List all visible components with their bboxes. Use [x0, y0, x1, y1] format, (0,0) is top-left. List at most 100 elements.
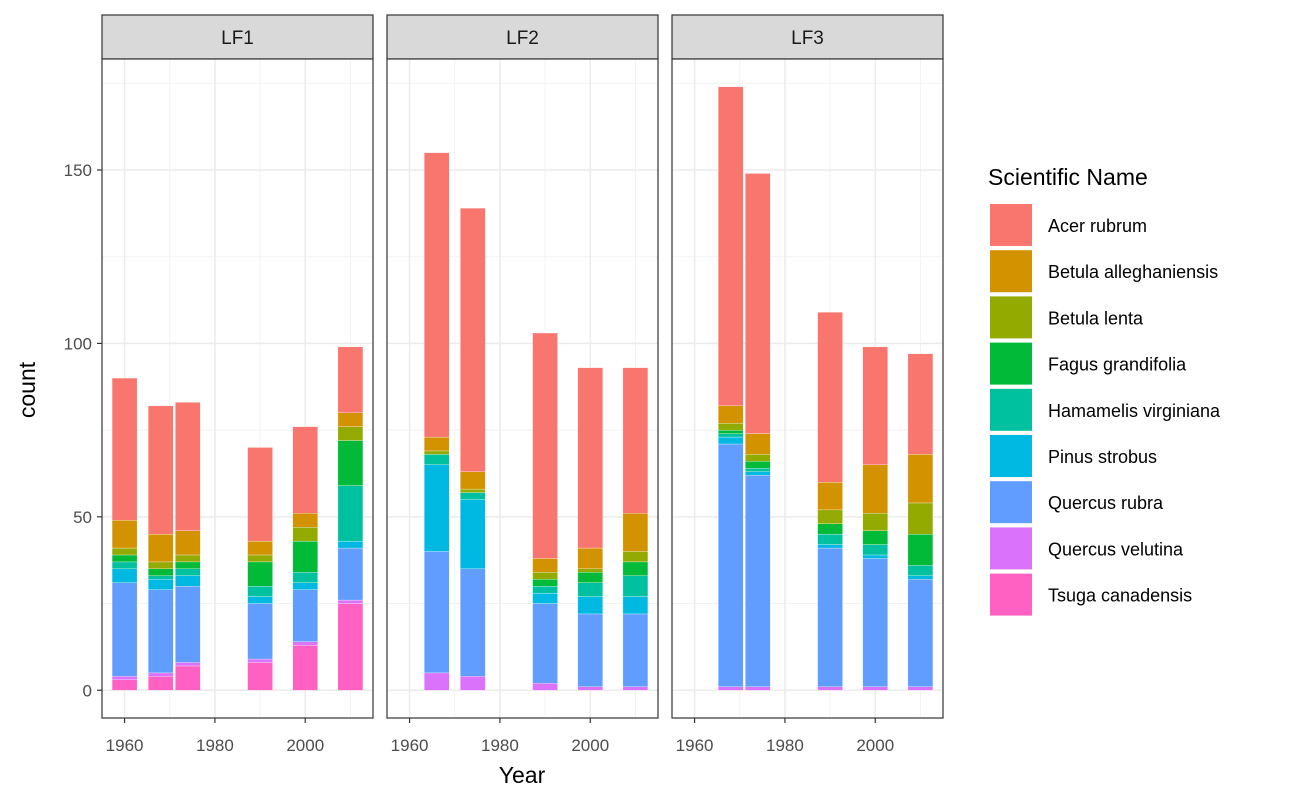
bar-segment [460, 676, 486, 691]
legend-item: Quercus rubra [990, 481, 1164, 524]
bar-segment [577, 367, 603, 549]
bar-segment [817, 481, 843, 511]
bar-segment [111, 547, 138, 556]
bar-segment [337, 547, 364, 601]
bar-segment [718, 405, 744, 424]
y-tick-label: 0 [83, 681, 92, 700]
legend-label: Quercus rubra [1048, 493, 1164, 513]
bar-segment [745, 468, 771, 472]
bar-segment [175, 665, 201, 691]
bar-segment [460, 568, 486, 677]
legend-label: Fagus grandifolia [1048, 355, 1187, 375]
bar-segment [424, 551, 450, 674]
bar-segment [745, 454, 771, 462]
legend-item: Quercus velutina [990, 527, 1184, 570]
bar-stack-2010 [337, 346, 364, 691]
x-tick-label: 1960 [676, 736, 714, 755]
bar-segment [148, 676, 174, 691]
legend-item: Hamamelis virginiana [990, 388, 1221, 431]
bar-segment [907, 575, 934, 580]
legend-item: Fagus grandifolia [990, 342, 1187, 385]
legend-label: Betula alleghaniensis [1048, 262, 1218, 282]
legend-label: Acer rubrum [1048, 216, 1147, 236]
legend-swatch [990, 388, 1032, 431]
bar-segment [111, 582, 138, 677]
bar-segment [337, 440, 364, 486]
legend-item: Pinus strobus [990, 435, 1157, 477]
bar-segment [532, 579, 558, 587]
x-tick-label: 1960 [391, 736, 429, 755]
bar-segment [337, 603, 364, 691]
bar-segment [577, 572, 603, 583]
facet-strip [386, 14, 659, 60]
facet-strip-label: LF3 [791, 28, 824, 49]
legend-label: Quercus velutina [1048, 539, 1184, 559]
x-tick-label: 1980 [766, 736, 804, 755]
bar-segment [907, 353, 934, 455]
facet-strip-label: LF2 [506, 28, 539, 49]
bar-segment [247, 586, 273, 597]
bar-segment [111, 520, 138, 549]
bar-stack-1990 [532, 332, 558, 691]
bar-segment [292, 513, 318, 528]
bar-segment [111, 676, 138, 680]
x-tick-label: 1980 [196, 736, 234, 755]
bar-segment [745, 686, 771, 691]
bar-segment [907, 454, 934, 504]
bar-segment [175, 402, 201, 531]
x-tick-label: 2000 [571, 736, 609, 755]
bar-stack-2010 [907, 353, 934, 691]
bar-segment [460, 207, 486, 472]
bar-segment [175, 575, 201, 587]
bar-segment [175, 568, 201, 576]
x-tick-label: 2000 [286, 736, 324, 755]
legend-title: Scientific Name [988, 164, 1148, 190]
bar-segment [424, 436, 450, 452]
bar-segment [862, 530, 888, 545]
y-tick-label: 100 [64, 334, 92, 353]
bar-segment [111, 561, 138, 570]
bar-segment [862, 686, 888, 691]
bar-segment [460, 499, 486, 570]
bar-segment [424, 672, 450, 691]
panel-background [672, 59, 943, 718]
bar-segment [337, 346, 364, 413]
bar-segment [862, 544, 888, 556]
bar-segment [622, 513, 649, 552]
bar-segment [907, 579, 934, 687]
bar-segment [292, 645, 318, 691]
bar-segment [292, 572, 318, 583]
bar-segment [532, 572, 558, 580]
bar-segment [817, 686, 843, 691]
legend: Scientific Name Acer rubrum Betula allegh… [988, 164, 1221, 616]
bar-segment [175, 554, 201, 563]
bar-stack-2000 [292, 426, 318, 691]
legend-label: Betula lenta [1048, 308, 1144, 328]
bar-stack-2010 [622, 367, 649, 691]
legend-swatch [990, 435, 1032, 477]
bar-segment [622, 551, 649, 563]
bar-segment [577, 686, 603, 691]
bar-segment [622, 367, 649, 514]
panel-background [102, 59, 373, 718]
bar-segment [148, 561, 174, 570]
bar-segment [745, 461, 771, 469]
bar-segment [745, 173, 771, 434]
bar-segment [148, 405, 174, 535]
facet-strip-label: LF1 [221, 28, 254, 49]
bar-segment [907, 686, 934, 691]
bar-segment [817, 312, 843, 483]
y-tick-label: 150 [64, 161, 92, 180]
bar-segment [292, 540, 318, 573]
legend-swatch [990, 204, 1032, 246]
legend-label: Hamamelis virginiana [1048, 401, 1221, 421]
bar-stack-1968 [148, 405, 174, 691]
bar-segment [817, 544, 843, 549]
x-tick-label: 1960 [106, 736, 144, 755]
bar-segment [577, 596, 603, 615]
bar-segment [817, 523, 843, 535]
bar-segment [577, 547, 603, 570]
bar-segment [532, 332, 558, 559]
bar-segment [247, 658, 273, 663]
